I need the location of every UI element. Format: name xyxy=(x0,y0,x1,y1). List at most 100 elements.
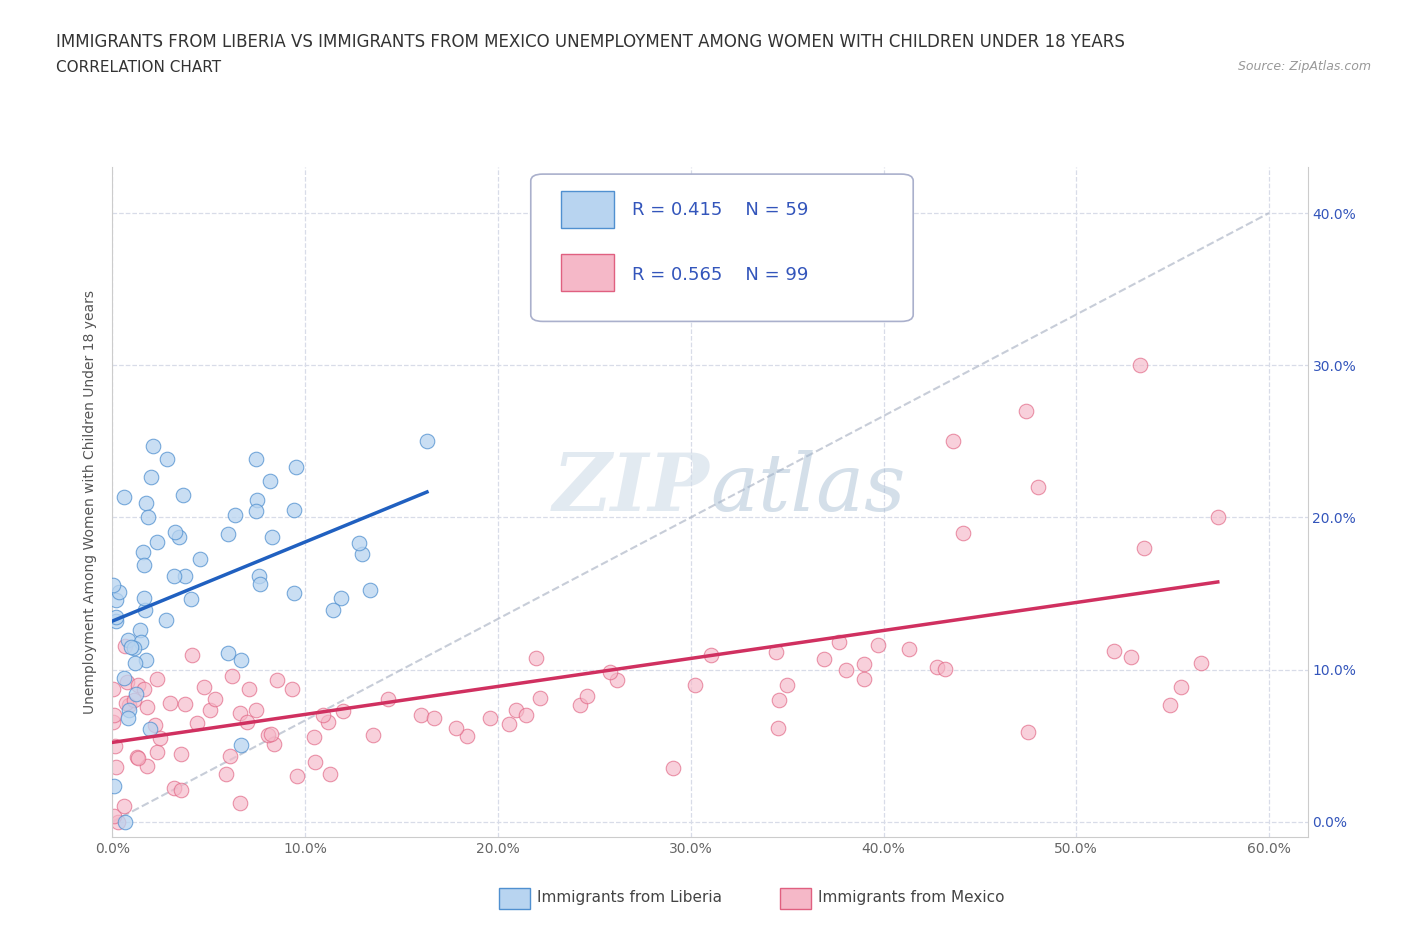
Point xyxy=(132,544,155,559)
Point xyxy=(124,656,146,671)
Point xyxy=(149,731,172,746)
Point xyxy=(942,434,965,449)
Point xyxy=(361,728,384,743)
Point xyxy=(103,715,125,730)
Point xyxy=(868,637,890,652)
Point xyxy=(221,669,243,684)
Point xyxy=(105,614,128,629)
Point xyxy=(101,578,124,592)
Point xyxy=(828,635,851,650)
Point xyxy=(498,716,520,731)
Point xyxy=(423,711,446,725)
Point xyxy=(135,496,157,511)
Point xyxy=(228,705,250,720)
Point xyxy=(285,460,308,475)
Point xyxy=(246,492,269,507)
Point xyxy=(256,728,278,743)
Point xyxy=(146,671,169,686)
Point xyxy=(835,663,858,678)
Point xyxy=(283,586,305,601)
Point xyxy=(170,783,193,798)
Point xyxy=(107,815,129,830)
Text: R = 0.565    N = 99: R = 0.565 N = 99 xyxy=(633,266,808,284)
Point xyxy=(768,693,790,708)
Point xyxy=(245,703,267,718)
Point xyxy=(101,682,124,697)
Y-axis label: Unemployment Among Women with Children Under 18 years: Unemployment Among Women with Children U… xyxy=(83,290,97,714)
Point xyxy=(247,568,270,583)
Point xyxy=(934,661,956,676)
Point xyxy=(114,815,136,830)
Point xyxy=(180,592,202,607)
Point xyxy=(155,613,177,628)
Point xyxy=(352,546,374,561)
Point xyxy=(127,751,149,765)
Text: IMMIGRANTS FROM LIBERIA VS IMMIGRANTS FROM MEXICO UNEMPLOYMENT AMONG WOMEN WITH : IMMIGRANTS FROM LIBERIA VS IMMIGRANTS FR… xyxy=(56,33,1125,50)
Point xyxy=(145,718,167,733)
Point xyxy=(112,798,135,813)
Point xyxy=(218,749,240,764)
Point xyxy=(145,535,167,550)
Point xyxy=(186,715,208,730)
Point xyxy=(228,795,250,810)
Point xyxy=(174,569,197,584)
Text: ZIP: ZIP xyxy=(553,450,710,527)
Point xyxy=(139,470,162,485)
Point xyxy=(765,644,787,659)
Point xyxy=(359,583,381,598)
Point xyxy=(1159,698,1181,712)
Point xyxy=(131,635,153,650)
Point xyxy=(103,708,125,723)
Point xyxy=(188,551,211,566)
Point xyxy=(524,650,547,665)
Point xyxy=(142,438,165,453)
Point xyxy=(263,737,285,751)
Point xyxy=(1026,480,1049,495)
Point xyxy=(529,691,551,706)
Point xyxy=(169,529,191,544)
Point xyxy=(236,714,259,729)
Point xyxy=(224,507,246,522)
Point xyxy=(120,640,142,655)
Point xyxy=(112,671,135,685)
Point xyxy=(515,708,537,723)
Point xyxy=(118,698,141,713)
Point xyxy=(108,585,131,600)
Point xyxy=(302,729,325,744)
Point xyxy=(124,686,146,701)
Point xyxy=(105,759,128,774)
Point xyxy=(115,696,138,711)
Point xyxy=(316,715,339,730)
Point xyxy=(217,645,239,660)
Point xyxy=(135,653,157,668)
Point xyxy=(456,729,478,744)
Point xyxy=(853,671,876,686)
Point xyxy=(136,510,159,525)
Point xyxy=(229,737,252,752)
Point xyxy=(776,678,799,693)
Text: R = 0.415    N = 59: R = 0.415 N = 59 xyxy=(633,201,808,219)
Point xyxy=(411,707,433,722)
Point xyxy=(245,504,267,519)
Point xyxy=(104,738,127,753)
FancyBboxPatch shape xyxy=(561,255,614,291)
Point xyxy=(259,473,281,488)
Point xyxy=(127,677,149,692)
Point xyxy=(134,603,156,618)
Point xyxy=(163,780,186,795)
Point xyxy=(174,697,197,711)
Point xyxy=(200,703,222,718)
Point xyxy=(215,766,238,781)
Text: CORRELATION CHART: CORRELATION CHART xyxy=(56,60,221,75)
Point xyxy=(813,651,835,666)
Point xyxy=(1189,656,1212,671)
Point xyxy=(1129,358,1152,373)
Text: Immigrants from Mexico: Immigrants from Mexico xyxy=(818,890,1005,905)
Point xyxy=(952,525,974,540)
Point xyxy=(266,672,288,687)
Point xyxy=(231,653,253,668)
Point xyxy=(117,711,139,725)
Point xyxy=(576,688,599,703)
Point xyxy=(204,692,226,707)
Point xyxy=(132,682,155,697)
